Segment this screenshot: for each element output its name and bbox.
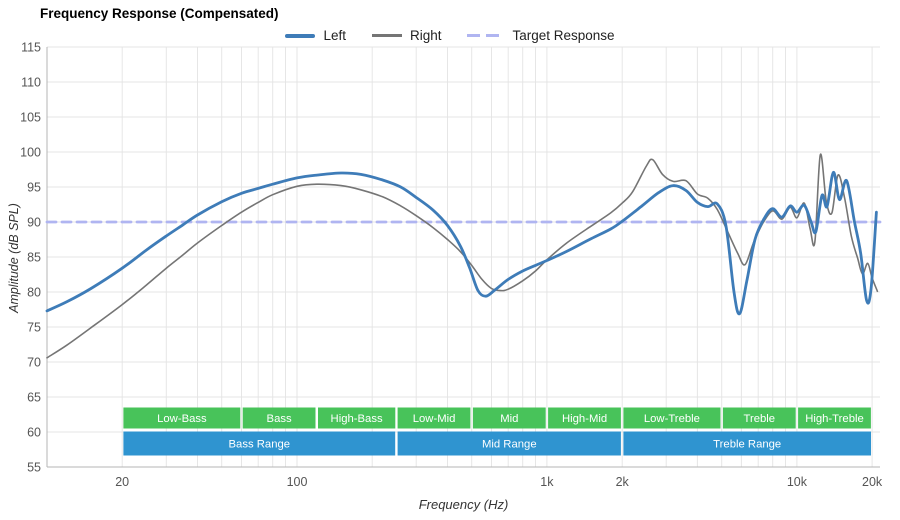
target-line-swatch xyxy=(467,33,505,38)
y-tick-label: 85 xyxy=(27,250,41,264)
band-range xyxy=(623,431,871,456)
band-segment-label: Bass xyxy=(267,413,292,425)
legend-item-target: Target Response xyxy=(467,28,615,43)
legend-item-left: Left xyxy=(285,28,346,43)
band-segment xyxy=(798,407,871,429)
y-tick-label: 65 xyxy=(27,390,41,404)
y-tick-label: 55 xyxy=(27,460,41,474)
right-line-swatch xyxy=(371,34,402,37)
x-axis-label: Frequency (Hz) xyxy=(418,497,509,512)
band-segment-label: Treble xyxy=(743,413,775,425)
y-tick-label: 60 xyxy=(27,425,41,439)
band-segment-label: High-Bass xyxy=(331,413,383,425)
band-range-label: Treble Range xyxy=(713,439,781,451)
band-segment xyxy=(548,407,621,429)
band-segment-label: High-Treble xyxy=(805,413,864,425)
left-curve xyxy=(45,170,878,316)
legend-label-target: Target Response xyxy=(512,28,615,43)
band-segment xyxy=(722,407,796,429)
band-segment xyxy=(242,407,316,429)
y-tick-label: 70 xyxy=(27,355,41,369)
band-segment-label: Low-Mid xyxy=(413,413,456,425)
band-segment xyxy=(623,407,721,429)
band-range-label: Bass Range xyxy=(229,439,291,451)
y-tick-label: 75 xyxy=(27,320,41,334)
x-tick-label: 1k xyxy=(540,475,554,489)
left-line-swatch xyxy=(285,33,316,38)
y-tick-label: 100 xyxy=(20,145,41,159)
band-range xyxy=(123,431,396,456)
band-segment xyxy=(472,407,546,429)
x-tick-label: 2k xyxy=(616,475,630,489)
legend: Left Right Target Response xyxy=(0,28,900,43)
band-segment-label: High-Mid xyxy=(562,413,607,425)
band-segment-label: Low-Treble xyxy=(644,413,700,425)
chart-title: Frequency Response (Compensated) xyxy=(40,6,279,21)
band-segment xyxy=(318,407,396,429)
x-tick-label: 10k xyxy=(787,475,808,489)
x-tick-label: 20k xyxy=(862,475,883,489)
y-tick-label: 90 xyxy=(27,215,41,229)
x-tick-label: 100 xyxy=(287,475,308,489)
legend-label-right: Right xyxy=(409,28,442,43)
band-range-label: Mid Range xyxy=(482,439,537,451)
y-tick-label: 110 xyxy=(21,75,41,89)
x-tick-label: 20 xyxy=(115,475,129,489)
y-tick-label: 95 xyxy=(27,180,41,194)
y-tick-label: 105 xyxy=(20,110,41,124)
band-segment xyxy=(397,407,471,429)
y-tick-label: 80 xyxy=(27,285,41,299)
band-segment-label: Mid xyxy=(500,413,518,425)
legend-item-right: Right xyxy=(371,28,442,43)
band-segment xyxy=(123,407,241,429)
legend-label-left: Left xyxy=(323,28,346,43)
band-segment-label: Low-Bass xyxy=(157,413,207,425)
y-tick-label: 115 xyxy=(21,40,41,54)
band-range xyxy=(397,431,621,456)
